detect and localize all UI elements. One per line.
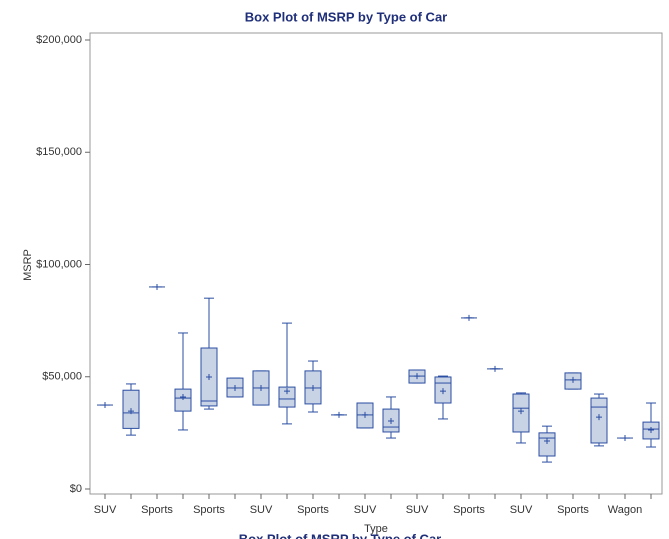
mean-marker xyxy=(622,435,628,442)
x-tick-label: Sports xyxy=(193,504,225,516)
x-axis-label: Type xyxy=(364,523,388,535)
y-tick-label: $50,000 xyxy=(42,371,82,383)
y-tick-label: $100,000 xyxy=(36,258,82,270)
mean-marker xyxy=(310,384,316,391)
x-tick-label: Wagon xyxy=(608,504,642,516)
plot-frame xyxy=(89,32,663,495)
x-tick-label: SUV xyxy=(354,504,377,516)
mean-marker xyxy=(544,437,550,444)
mean-marker xyxy=(570,376,576,383)
x-tick-label: SUV xyxy=(94,504,117,516)
x-tick-label: Sports xyxy=(297,504,329,516)
mean-marker xyxy=(362,411,368,418)
x-tick-label: Sports xyxy=(141,504,173,516)
box xyxy=(278,386,296,408)
mean-marker xyxy=(492,365,498,372)
mean-marker xyxy=(206,373,212,380)
y-tick-label: $150,000 xyxy=(36,146,82,158)
mean-marker xyxy=(336,411,342,418)
y-tick-label: $0 xyxy=(70,483,82,495)
x-tick-label: SUV xyxy=(250,504,273,516)
x-tick-label: Sports xyxy=(453,504,485,516)
mean-marker xyxy=(284,388,290,395)
mean-marker xyxy=(596,414,602,421)
mean-marker xyxy=(388,417,394,424)
mean-marker xyxy=(180,393,186,400)
x-tick-label: Sports xyxy=(557,504,589,516)
mean-marker xyxy=(414,373,420,380)
chart-title: Box Plot of MSRP by Type of Car xyxy=(245,9,447,24)
mean-marker xyxy=(440,388,446,395)
mean-marker xyxy=(102,402,108,409)
y-tick-label: $200,000 xyxy=(36,34,82,46)
mean-marker xyxy=(466,314,472,321)
mean-marker xyxy=(258,384,264,391)
box xyxy=(538,432,556,457)
mean-marker xyxy=(128,408,134,415)
y-axis-label: MSRP xyxy=(22,249,34,281)
mean-marker xyxy=(648,426,654,433)
mean-marker xyxy=(232,384,238,391)
mean-marker xyxy=(518,408,524,415)
x-tick-label: SUV xyxy=(406,504,429,516)
x-tick-label: SUV xyxy=(510,504,533,516)
box xyxy=(590,397,608,444)
chart-title-repeat: Box Plot of MSRP by Type of Car xyxy=(239,531,441,539)
mean-marker xyxy=(154,283,160,290)
box xyxy=(174,388,192,412)
